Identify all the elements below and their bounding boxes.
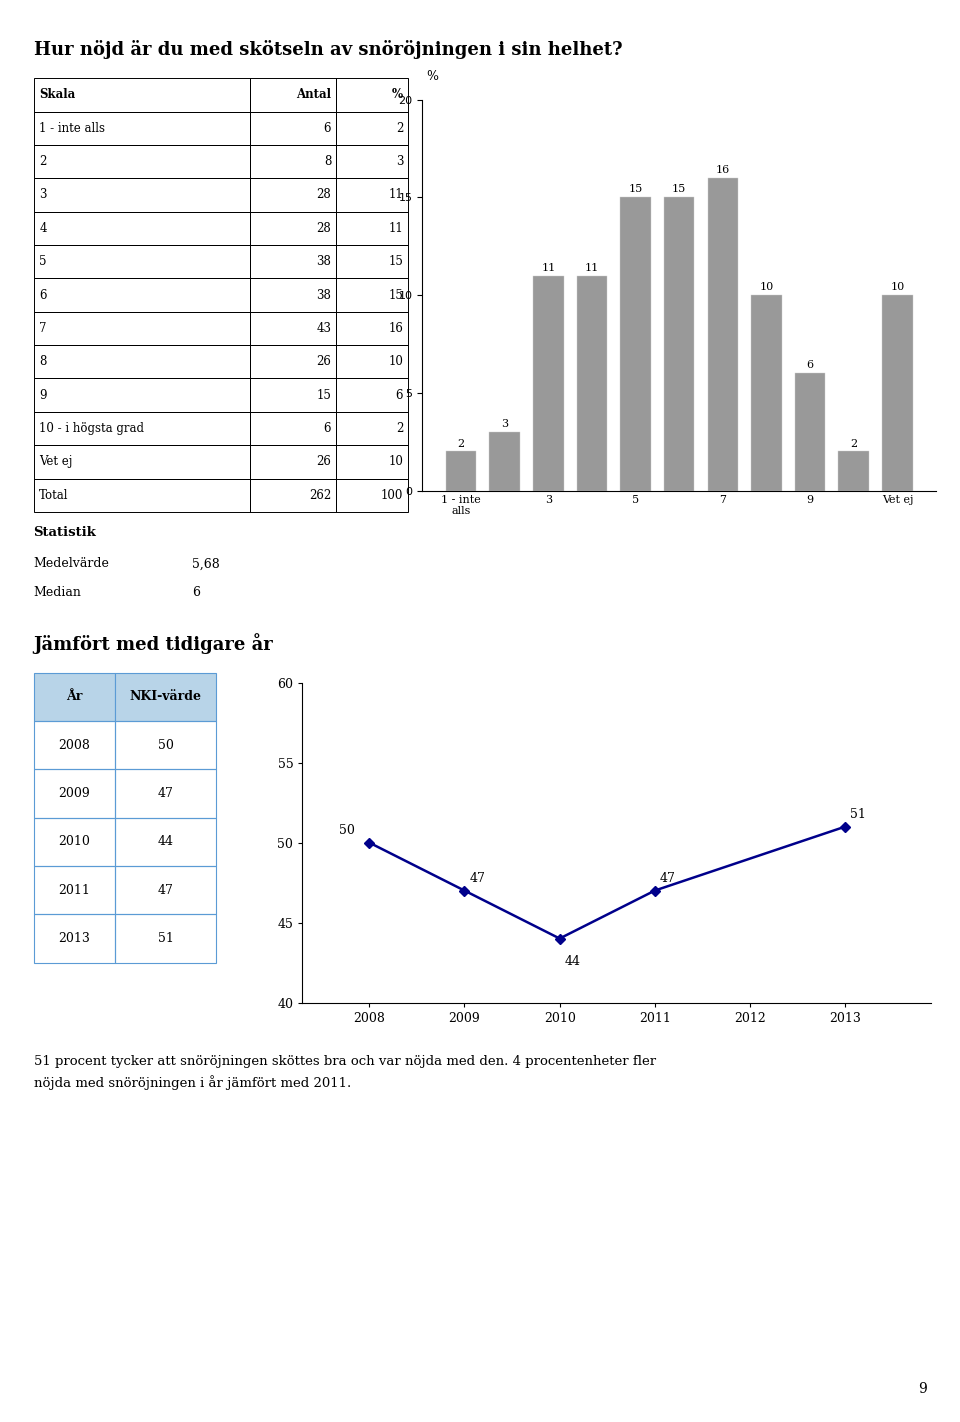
Text: 6: 6: [324, 122, 331, 135]
Text: 10: 10: [890, 282, 904, 292]
Text: 2011: 2011: [59, 883, 90, 897]
Text: 44: 44: [157, 835, 174, 849]
Text: 47: 47: [469, 872, 485, 884]
Text: 2: 2: [396, 122, 403, 135]
Text: 51: 51: [851, 808, 866, 820]
Text: 15: 15: [389, 255, 403, 269]
Text: 15: 15: [389, 289, 403, 301]
Text: 100: 100: [381, 489, 403, 502]
Text: %: %: [426, 70, 438, 84]
Text: 11: 11: [389, 189, 403, 202]
Text: 11: 11: [541, 263, 556, 273]
Text: 16: 16: [716, 165, 730, 175]
Text: Antal: Antal: [297, 88, 331, 101]
Text: 11: 11: [585, 263, 599, 273]
Text: 2008: 2008: [59, 738, 90, 752]
Bar: [490, 432, 520, 491]
Text: 28: 28: [317, 189, 331, 202]
Text: 43: 43: [316, 321, 331, 336]
Text: 10: 10: [759, 282, 774, 292]
Text: 2009: 2009: [59, 786, 90, 801]
Text: 5,68: 5,68: [192, 557, 220, 570]
Text: 3: 3: [396, 155, 403, 168]
Text: Skala: Skala: [39, 88, 76, 101]
Bar: [708, 178, 738, 491]
Text: 6: 6: [806, 360, 814, 370]
Text: 4: 4: [39, 222, 47, 235]
Text: 3: 3: [501, 419, 508, 429]
Text: 47: 47: [157, 883, 174, 897]
Text: 51 procent tycker att snöröjningen sköttes bra och var nöjda med den. 4 procente: 51 procent tycker att snöröjningen skött…: [34, 1055, 656, 1091]
Text: 2: 2: [458, 438, 465, 448]
Text: 6: 6: [324, 422, 331, 435]
Bar: [795, 373, 826, 491]
Text: Hur nöjd är du med skötseln av snöröjningen i sin helhet?: Hur nöjd är du med skötseln av snöröjnin…: [34, 40, 622, 58]
Bar: [445, 451, 476, 491]
Text: 9: 9: [918, 1382, 926, 1396]
Text: 16: 16: [389, 321, 403, 336]
Text: 38: 38: [317, 289, 331, 301]
Text: 6: 6: [192, 586, 200, 599]
Text: Statistik: Statistik: [34, 526, 96, 539]
Text: 47: 47: [660, 872, 676, 884]
Bar: [533, 276, 564, 491]
Text: 8: 8: [324, 155, 331, 168]
Text: 50: 50: [339, 823, 355, 838]
Text: 2010: 2010: [59, 835, 90, 849]
Text: 6: 6: [39, 289, 47, 301]
Text: 8: 8: [39, 356, 47, 368]
Bar: [620, 198, 651, 491]
Text: Vet ej: Vet ej: [39, 455, 73, 468]
Text: 47: 47: [157, 786, 174, 801]
Text: 26: 26: [317, 455, 331, 468]
Text: 50: 50: [157, 738, 174, 752]
Text: 28: 28: [317, 222, 331, 235]
Text: År: År: [66, 690, 83, 704]
Text: Median: Median: [34, 586, 82, 599]
Text: 15: 15: [629, 185, 642, 195]
Text: 10: 10: [389, 356, 403, 368]
Text: %: %: [392, 88, 403, 101]
Text: 2: 2: [851, 438, 857, 448]
Text: 7: 7: [39, 321, 47, 336]
Text: 3: 3: [39, 189, 47, 202]
Text: 51: 51: [157, 931, 174, 946]
Text: 2: 2: [39, 155, 47, 168]
Text: Jämfört med tidigare år: Jämfört med tidigare år: [34, 633, 274, 654]
Text: 44: 44: [564, 954, 581, 967]
Bar: [577, 276, 607, 491]
Text: 11: 11: [389, 222, 403, 235]
Text: NKI-värde: NKI-värde: [130, 690, 202, 704]
Bar: [882, 296, 913, 491]
Text: 9: 9: [39, 388, 47, 401]
Text: 10: 10: [389, 455, 403, 468]
Text: 1 - inte alls: 1 - inte alls: [39, 122, 106, 135]
Text: 2: 2: [396, 422, 403, 435]
Text: 26: 26: [317, 356, 331, 368]
Text: 38: 38: [317, 255, 331, 269]
Text: 15: 15: [317, 388, 331, 401]
Bar: [752, 296, 781, 491]
Text: Medelvärde: Medelvärde: [34, 557, 109, 570]
Bar: [838, 451, 869, 491]
Bar: [664, 198, 694, 491]
Text: Total: Total: [39, 489, 69, 502]
Text: 2013: 2013: [59, 931, 90, 946]
Text: 15: 15: [672, 185, 686, 195]
Text: 262: 262: [309, 489, 331, 502]
Text: 5: 5: [39, 255, 47, 269]
Text: 6: 6: [396, 388, 403, 401]
Text: 10 - i högsta grad: 10 - i högsta grad: [39, 422, 144, 435]
